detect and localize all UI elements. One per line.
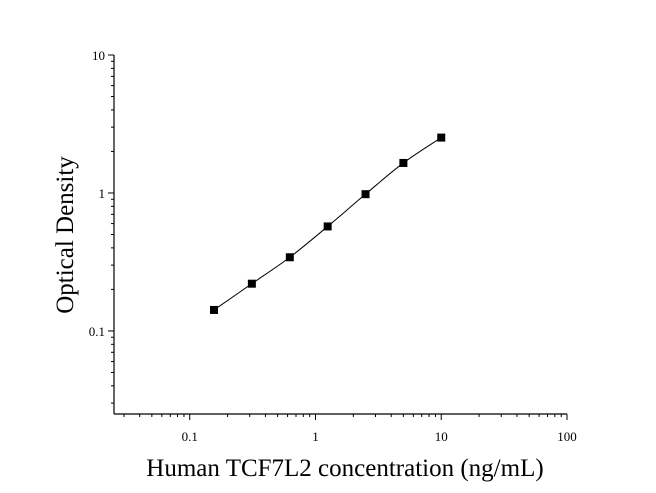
- x-tick-label: 10: [435, 429, 448, 444]
- x-tick-label: 0.1: [182, 429, 198, 444]
- y-axis-title: Optical Density: [52, 156, 79, 314]
- x-tick-label: 1: [312, 429, 319, 444]
- data-point: [247, 279, 256, 288]
- data-point: [285, 253, 294, 262]
- tick-labels: 0.1 1 10 100 0.1 1 10: [89, 48, 577, 444]
- x-axis-title: Human TCF7L2 concentration (ng/mL): [146, 455, 543, 482]
- data-point: [361, 190, 370, 199]
- axes: [113, 55, 567, 415]
- y-tick-label: 0.1: [89, 324, 105, 339]
- x-tick-label: 100: [557, 429, 577, 444]
- data-point: [437, 133, 446, 142]
- y-tick-label: 10: [92, 48, 105, 63]
- data-point: [399, 158, 408, 167]
- data-points: [210, 133, 446, 314]
- ticks: [108, 54, 568, 420]
- y-tick-label: 1: [99, 186, 106, 201]
- data-point: [323, 222, 332, 231]
- data-point: [210, 305, 219, 314]
